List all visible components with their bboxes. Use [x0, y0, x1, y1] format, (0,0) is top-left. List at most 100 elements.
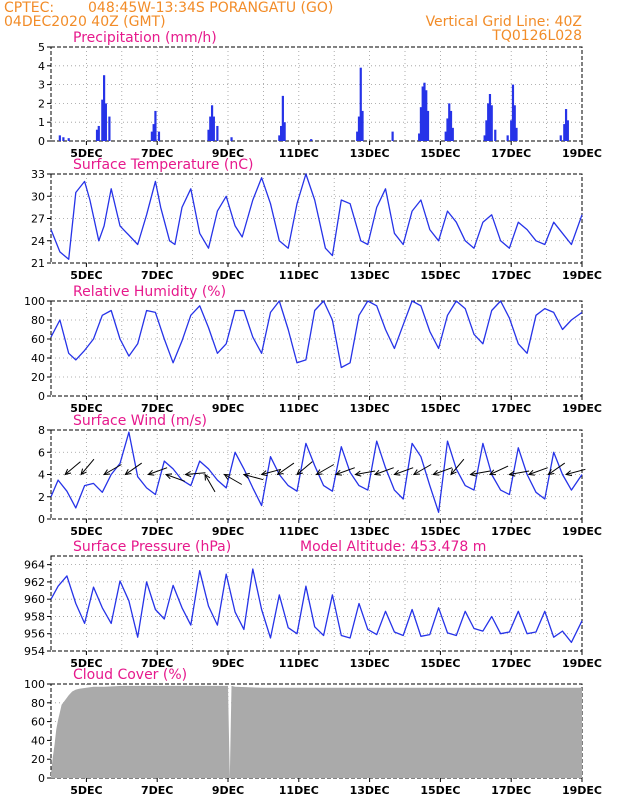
wind-arrow: [184, 470, 206, 478]
precip-xtick-label: 17DEC: [491, 147, 531, 160]
wind-arrow-head: [412, 469, 420, 476]
wind-arrow: [315, 464, 335, 476]
wind-xtick-label: 11DEC: [279, 525, 319, 538]
cloud-area: [51, 685, 582, 778]
cloud-xtick-label: 17DEC: [491, 784, 531, 797]
wind-arrow-head: [80, 468, 87, 476]
wind-arrow-head: [184, 470, 192, 478]
wind-title: Surface Wind (m/s): [73, 413, 207, 429]
wind-arrow-shaft: [548, 462, 566, 475]
precip-bar: [97, 125, 100, 141]
agency-label: CPTEC:: [4, 0, 55, 16]
wind-arrow: [80, 458, 95, 476]
pressure-ytick-label: 954: [24, 645, 45, 658]
temp-xtick-label: 11DEC: [279, 269, 319, 282]
wind-arrow-head: [354, 470, 362, 477]
cloud-xtick-label: 13DEC: [350, 784, 390, 797]
pressure-ytick-label: 962: [24, 576, 45, 589]
wind-arrow: [334, 467, 355, 476]
cloud-xtick-label: 11DEC: [279, 784, 319, 797]
rh-xtick-label: 17DEC: [491, 402, 531, 415]
wind-arrow-shaft: [355, 470, 376, 475]
wind-arrow: [260, 468, 282, 477]
pressure-xtick-label: 13DEC: [350, 657, 390, 670]
precip-bar: [483, 135, 486, 141]
wind-arrow-shaft: [450, 458, 465, 475]
precip-bar: [108, 116, 111, 141]
wind-arrow: [103, 464, 122, 476]
wind-arrow-shaft: [413, 464, 432, 475]
pressure-xtick-label: 19DEC: [562, 657, 602, 670]
precip-bar: [283, 122, 286, 141]
wind-arrow-shaft: [148, 467, 168, 475]
temp-xtick-label: 15DEC: [420, 269, 460, 282]
precip-bar: [58, 135, 61, 141]
precip-bar: [154, 110, 157, 141]
precip-bar: [361, 110, 364, 141]
pressure-note: Model Altitude: 453.478 m: [300, 539, 486, 555]
wind-arrow: [147, 467, 168, 476]
wind-arrow: [276, 462, 295, 476]
wind-arrow-shaft: [509, 470, 530, 475]
pressure-ytick-label: 958: [24, 610, 45, 623]
rh-ytick-label: 40: [31, 352, 45, 365]
precip-bar: [421, 86, 424, 141]
precip-bar: [278, 135, 281, 141]
wind-arrow: [469, 470, 491, 477]
wind-arrow-shaft: [261, 468, 282, 475]
cloud-ytick-label: 0: [38, 772, 45, 785]
wind-arrow-shaft: [243, 474, 264, 481]
precip-bar: [418, 133, 421, 141]
precip-bar: [506, 135, 509, 141]
precip-bar: [359, 67, 362, 141]
wind-arrow: [296, 461, 313, 476]
run-code-label: TQ0126L028: [492, 28, 582, 44]
wind-ytick-label: 6: [38, 446, 45, 459]
precip-bar: [209, 116, 212, 141]
temp-xtick-label: 17DEC: [491, 269, 531, 282]
wind-arrow: [527, 467, 548, 476]
precip-bar: [62, 137, 65, 141]
wind-arrow: [242, 472, 264, 481]
wind-arrow-shaft: [80, 458, 95, 475]
wind-ytick-label: 2: [38, 491, 45, 504]
wind-arrow-shaft: [125, 462, 143, 475]
wind-arrow-shaft: [374, 467, 394, 475]
temp-xtick-label: 7DEC: [141, 269, 173, 282]
wind-arrow-shaft: [528, 467, 548, 475]
precip-bar: [281, 95, 284, 141]
cloud-ytick-label: 60: [31, 716, 45, 729]
wind-arrow-head: [147, 469, 155, 476]
precip-bar: [515, 127, 518, 141]
wind-arrow: [354, 470, 376, 477]
wind-arrow-head: [393, 469, 401, 476]
precip-frame: [50, 46, 583, 142]
wind-xtick-label: 9DEC: [212, 525, 244, 538]
precip-bar: [559, 135, 562, 141]
precip-bar: [157, 131, 161, 141]
rh-xtick-label: 9DEC: [212, 402, 244, 415]
temp-ytick-label: 24: [31, 235, 45, 248]
precip-xtick-label: 13DEC: [350, 147, 390, 160]
cloud-xtick-label: 5DEC: [70, 784, 102, 797]
precip-bar: [95, 129, 99, 141]
precip-bar: [426, 110, 430, 141]
precip-bar: [511, 84, 515, 141]
pressure-xtick-label: 15DEC: [420, 657, 460, 670]
wind-arrow-head: [223, 473, 231, 480]
precip-ytick-label: 2: [38, 97, 45, 110]
wind-arrow-shaft: [470, 470, 491, 475]
wind-arrow-head: [469, 470, 477, 477]
wind-arrow-head: [527, 469, 535, 476]
wind-arrow: [223, 473, 243, 485]
wind-xtick-label: 7DEC: [141, 525, 173, 538]
wind-arrow-head: [64, 468, 72, 476]
rh-frame: [50, 300, 583, 397]
wind-arrow-head: [488, 469, 496, 476]
precip-bar: [446, 118, 449, 141]
wind-arrow-head: [508, 470, 516, 477]
precip-ytick-label: 0: [38, 135, 45, 148]
wind-arrow: [508, 470, 530, 477]
pressure-ytick-label: 956: [24, 628, 45, 641]
wind-arrow-head: [373, 469, 381, 476]
